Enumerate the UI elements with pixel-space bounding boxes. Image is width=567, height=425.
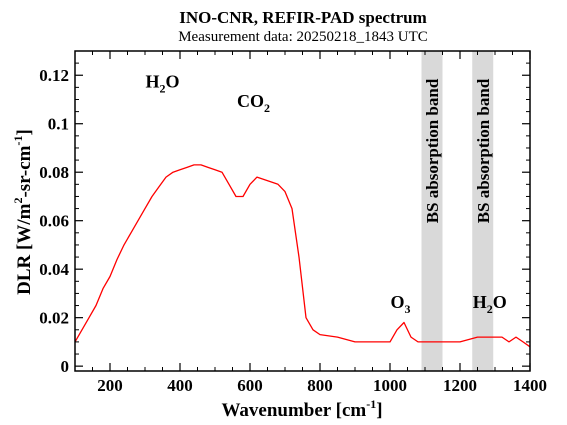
y-tick-label-5: 0.1 xyxy=(48,115,69,134)
annotations-layer: H2O CO2 O3 H2O xyxy=(145,71,506,316)
y-axis-label-sup1: 2 xyxy=(11,198,25,204)
band-label-0: BS absorption band xyxy=(423,78,442,223)
y-tick-label-0: 0 xyxy=(61,357,70,376)
band-label-1: BS absorption band xyxy=(474,78,493,223)
annotation-h2o: H2O xyxy=(145,71,179,95)
line-layer xyxy=(74,164,531,348)
annotation-o3: O3 xyxy=(390,292,410,316)
band-1 xyxy=(472,51,494,371)
band-0 xyxy=(421,51,443,371)
x-axis-label-base: Wavenumber [cm xyxy=(221,400,366,421)
y-axis-label-b: -sr-cm xyxy=(14,145,35,197)
x-tick-label-800: 800 xyxy=(307,376,333,395)
y-axis-label-a: DLR [W/m xyxy=(14,203,35,294)
x-ticks-layer: 200 400 600 800 1000 1200 1400 xyxy=(92,51,547,395)
x-tick-label-200: 200 xyxy=(97,376,123,395)
x-tick-label-400: 400 xyxy=(167,376,193,395)
x-axis-label: Wavenumber [cm-1] xyxy=(221,397,382,421)
annotation-co2: CO2 xyxy=(237,91,270,115)
series-line-0 xyxy=(74,164,531,348)
y-tick-label-6: 0.12 xyxy=(39,66,69,85)
x-tick-label-1400: 1400 xyxy=(513,376,547,395)
x-tick-label-600: 600 xyxy=(237,376,263,395)
annotation-h2o-2: H2O xyxy=(473,292,507,316)
y-axis-label-c: ] xyxy=(14,129,35,135)
y-ticks-layer: 0 0.02 0.04 0.06 0.08 0.1 0.12 xyxy=(39,62,530,376)
y-tick-label-3: 0.06 xyxy=(39,212,69,231)
y-tick-label-2: 0.04 xyxy=(39,260,69,279)
y-tick-label-1: 0.02 xyxy=(39,309,69,328)
y-tick-label-4: 0.08 xyxy=(39,163,69,182)
x-axis-label-end: ] xyxy=(376,400,382,421)
bands-layer: BS absorption band BS absorption band xyxy=(421,51,494,371)
x-axis-label-sup: -1 xyxy=(366,397,376,411)
chart-title: INO-CNR, REFIR-PAD spectrum xyxy=(179,8,427,27)
x-tick-label-1000: 1000 xyxy=(373,376,407,395)
x-tick-label-1200: 1200 xyxy=(443,376,477,395)
y-axis-label-sup2: -1 xyxy=(11,135,25,145)
y-axis-label: DLR [W/m2-sr-cm-1] xyxy=(11,129,35,295)
chart-subtitle: Measurement data: 20250218_1843 UTC xyxy=(178,29,428,45)
